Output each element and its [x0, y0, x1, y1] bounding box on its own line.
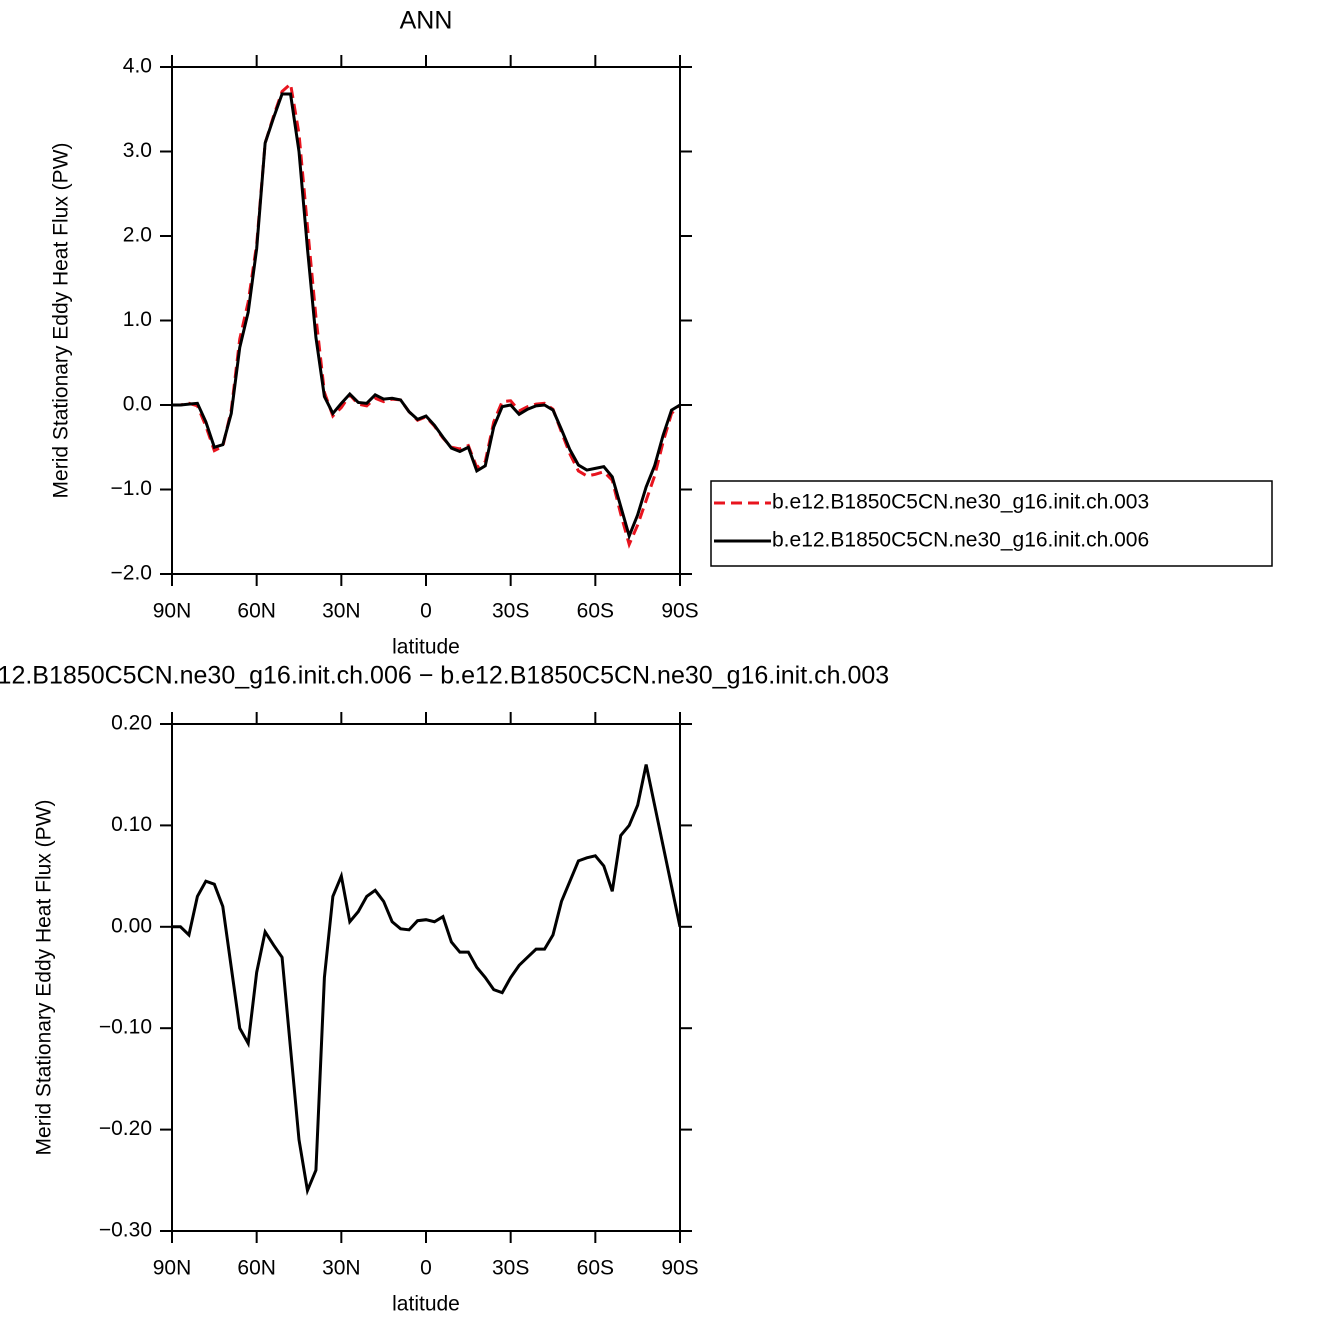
chart-title: ANN — [400, 7, 453, 35]
x-tick-label: 90N — [153, 1257, 192, 1280]
y-tick-label: 0.00 — [111, 914, 152, 937]
chart-title: b.e12.B1850C5CN.ne30_g16.init.ch.006 − b… — [0, 662, 889, 690]
y-tick-label: 1.0 — [123, 308, 152, 331]
data-line — [172, 92, 680, 541]
y-tick-label: −1.0 — [111, 477, 152, 500]
y-axis-label: Merid Stationary Eddy Heat Flux (PW) — [33, 800, 56, 1156]
x-tick-label: 60S — [577, 600, 614, 623]
y-tick-label: 0.0 — [123, 393, 152, 416]
x-tick-label: 30S — [492, 600, 529, 623]
x-tick-label: 90S — [661, 1257, 698, 1280]
y-tick-label: 2.0 — [123, 224, 152, 247]
y-tick-label: 3.0 — [123, 139, 152, 162]
x-tick-label: 90N — [153, 600, 192, 623]
x-axis-label: latitude — [392, 1293, 460, 1316]
x-axis-label: latitude — [392, 636, 460, 659]
data-line — [172, 80, 680, 549]
plot-frame — [171, 723, 681, 1232]
y-axis-label: Merid Stationary Eddy Heat Flux (PW) — [50, 143, 73, 499]
y-tick-label: −2.0 — [111, 562, 152, 585]
y-tick-label: 0.10 — [111, 813, 152, 836]
x-tick-label: 60N — [237, 600, 276, 623]
plot-frame — [171, 66, 681, 575]
x-tick-label: 30N — [322, 600, 361, 623]
x-tick-label: 60S — [577, 1257, 614, 1280]
x-tick-label: 60N — [237, 1257, 276, 1280]
legend-box — [710, 480, 1273, 567]
y-tick-label: −0.10 — [99, 1016, 152, 1039]
x-tick-label: 30N — [322, 1257, 361, 1280]
data-line — [172, 764, 680, 1196]
y-tick-label: −0.30 — [99, 1219, 152, 1242]
y-tick-label: 4.0 — [123, 55, 152, 78]
y-tick-label: 0.20 — [111, 712, 152, 735]
x-tick-label: 0 — [420, 1257, 432, 1280]
x-tick-label: 0 — [420, 600, 432, 623]
y-tick-label: −0.20 — [99, 1117, 152, 1140]
x-tick-label: 90S — [661, 600, 698, 623]
legend-label: b.e12.B1850C5CN.ne30_g16.init.ch.006 — [772, 529, 1149, 552]
x-tick-label: 30S — [492, 1257, 529, 1280]
legend-label: b.e12.B1850C5CN.ne30_g16.init.ch.003 — [772, 491, 1149, 514]
